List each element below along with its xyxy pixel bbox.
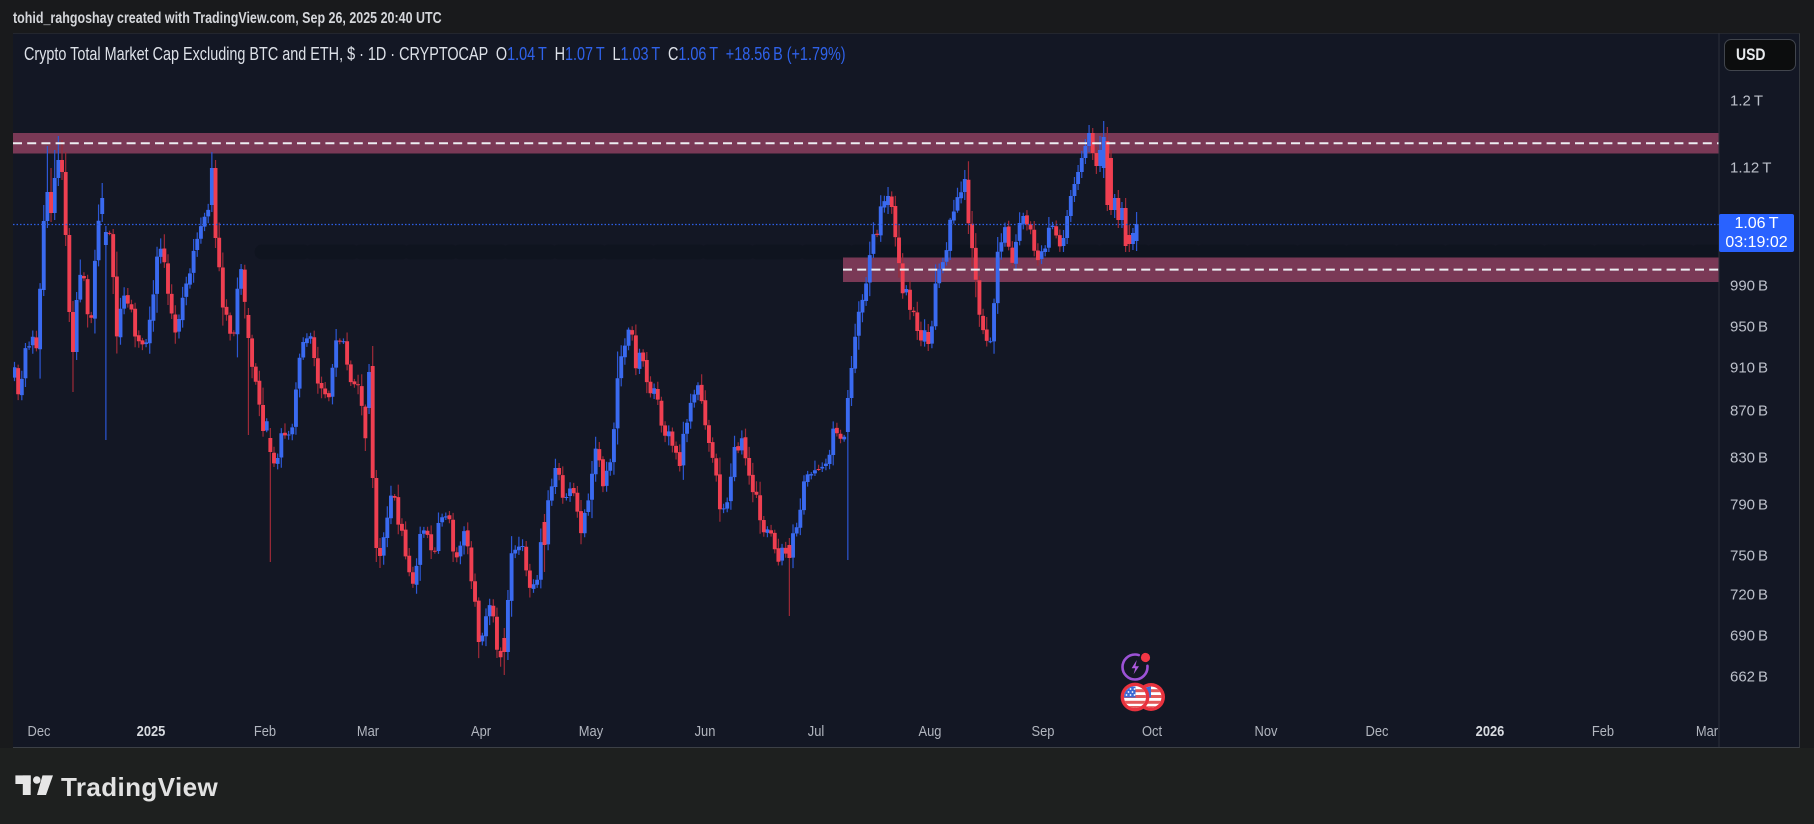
svg-text:TradingView: TradingView <box>61 775 218 802</box>
